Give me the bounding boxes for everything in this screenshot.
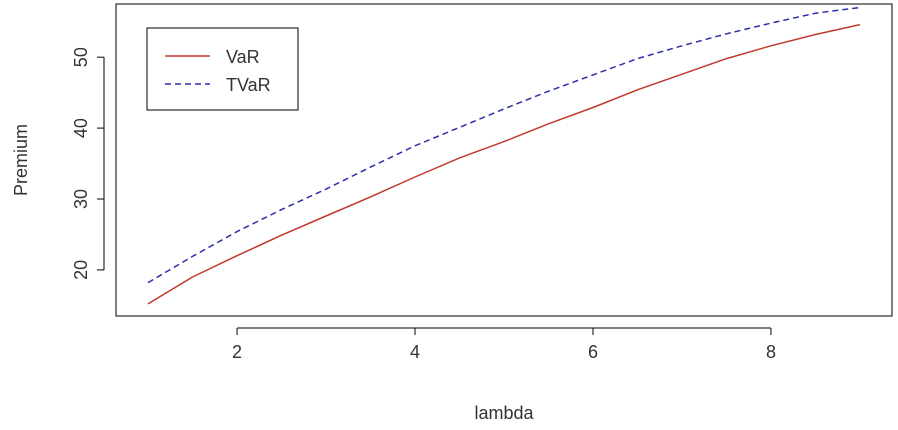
y-tick-label: 50 [71, 47, 91, 67]
legend-label-var: VaR [226, 47, 260, 67]
x-axis-title: lambda [474, 403, 534, 423]
y-axis-title: Premium [11, 124, 31, 196]
series-line-var [147, 23, 861, 305]
x-tick-label: 2 [232, 342, 242, 362]
x-tick-label: 8 [766, 342, 776, 362]
plot-border [115, 3, 893, 317]
y-tick-label: 20 [71, 260, 91, 280]
legend-label-tvar: TVaR [226, 75, 271, 95]
series-line-tvar [147, 6, 861, 284]
y-axis: 20 30 40 50 [71, 47, 105, 280]
y-tick-label: 30 [71, 189, 91, 209]
x-tick-label: 4 [410, 342, 420, 362]
legend-box [146, 27, 299, 111]
x-tick-label: 6 [588, 342, 598, 362]
legend: VaR TVaR [146, 27, 299, 111]
x-axis: 2 4 6 8 [232, 327, 776, 362]
y-tick-label: 40 [71, 118, 91, 138]
series-layer [147, 6, 861, 305]
